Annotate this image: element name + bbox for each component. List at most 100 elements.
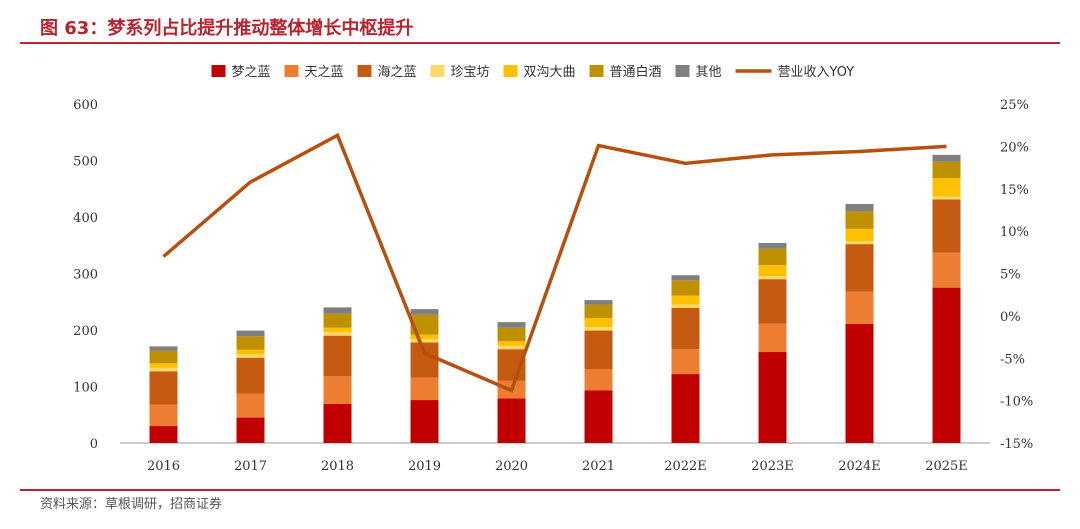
y-axis-left: 0 100 200 300 400 500 600 xyxy=(73,98,98,452)
title-rule xyxy=(20,42,1060,44)
bar-2017-series-5 xyxy=(236,349,265,355)
bar-2022e-series-1 xyxy=(671,374,700,443)
x-axis: 2016 2017 2018 2019 2020 2021 2022E 2023E 2024E 2… xyxy=(147,459,968,474)
bar-2018-series-6 xyxy=(323,313,352,328)
bar-2025e-series-2 xyxy=(932,252,961,288)
bar-2020-series-5 xyxy=(497,341,526,346)
bar-2019-series-7 xyxy=(410,309,439,315)
bar-2016-series-5 xyxy=(149,363,178,368)
bar-2017-series-6 xyxy=(236,336,265,350)
x-tick-2023e: 2023E xyxy=(751,459,794,474)
x-tick-2021: 2021 xyxy=(582,459,615,474)
bars xyxy=(149,154,961,443)
bar-2018-series-7 xyxy=(323,307,352,314)
bar-2020-series-6 xyxy=(497,327,526,342)
bar-2024e-series-7 xyxy=(845,204,874,212)
x-tick-2020: 2020 xyxy=(495,459,528,474)
y-tick-200: 200 xyxy=(73,324,98,339)
legend: 梦之蓝 天之蓝 海之蓝 珍宝坊 双沟大曲 普通白酒 其他 营业收入YOY xyxy=(211,64,854,80)
bar-2019-series-3 xyxy=(410,342,439,378)
footer-rule xyxy=(20,489,1060,491)
y-tick-400: 400 xyxy=(73,211,98,226)
y2-tick-25: 25% xyxy=(1000,98,1029,113)
yoy-line xyxy=(162,132,947,393)
y2-tick-5: -5% xyxy=(1000,352,1025,367)
legend-item-2-swatch xyxy=(284,65,299,77)
bar-2020-series-7 xyxy=(497,322,526,328)
figure-title: 图 63：梦系列占比提升推动整体增长中枢提升 xyxy=(40,18,414,39)
bar-2021-series-3 xyxy=(584,330,613,369)
x-tick-2016: 2016 xyxy=(147,459,180,474)
y2-tick-15: 15% xyxy=(1000,183,1029,198)
legend-item-1-swatch xyxy=(211,65,226,77)
yoy-line-group xyxy=(162,132,947,393)
bar-2016-series-4 xyxy=(149,367,178,372)
bar-2018-series-3 xyxy=(323,335,352,377)
x-tick-2022e: 2022E xyxy=(664,459,707,474)
bar-2018-series-4 xyxy=(323,332,352,336)
y2-tick-0: 0% xyxy=(1000,310,1021,325)
bar-2018-series-2 xyxy=(323,376,352,405)
bar-2023e-series-5 xyxy=(758,265,787,277)
y2-tick-10: 10% xyxy=(1000,225,1029,240)
y2-tick-15: -15% xyxy=(1000,437,1033,452)
bar-2019-series-4 xyxy=(410,339,439,343)
bar-2025e-series-3 xyxy=(932,199,961,253)
bar-2019-series-2 xyxy=(410,377,439,401)
bar-2023e-series-3 xyxy=(758,279,787,324)
y2-tick-10: -10% xyxy=(1000,395,1033,410)
bar-2023e-series-1 xyxy=(758,352,787,443)
bar-2021-series-6 xyxy=(584,304,613,319)
legend-item-1-label: 梦之蓝 xyxy=(232,65,271,80)
bar-2022e-series-2 xyxy=(671,349,700,375)
x-tick-2019: 2019 xyxy=(408,459,441,474)
bar-2021-series-5 xyxy=(584,318,613,328)
x-tick-2017: 2017 xyxy=(234,459,267,474)
legend-item-7-label: 其他 xyxy=(696,65,722,80)
x-tick-2024e: 2024E xyxy=(838,459,881,474)
legend-item-3-label: 海之蓝 xyxy=(378,65,417,80)
y2-tick-5: 5% xyxy=(1000,268,1021,283)
bar-2017-series-4 xyxy=(236,354,265,358)
y-tick-300: 300 xyxy=(73,268,98,283)
y-tick-600: 600 xyxy=(73,98,98,113)
bar-2022e-series-4 xyxy=(671,304,700,308)
bar-2024e-series-1 xyxy=(845,323,874,443)
legend-item-2-label: 天之蓝 xyxy=(305,65,344,80)
bar-2025e-series-4 xyxy=(932,196,961,200)
source-note: 资料来源：草根调研，招商证券 xyxy=(40,497,223,512)
legend-item-3-swatch xyxy=(357,65,372,77)
y-tick-0: 0 xyxy=(90,437,98,452)
bar-2016-series-3 xyxy=(149,371,178,405)
legend-item-4-label: 珍宝坊 xyxy=(451,65,490,80)
legend-item-4-swatch xyxy=(430,65,445,77)
bar-2024e-series-3 xyxy=(845,244,874,292)
legend-item-6-label: 普通白酒 xyxy=(610,64,662,80)
bar-2022e-series-7 xyxy=(671,275,700,281)
bar-2024e-series-6 xyxy=(845,211,874,229)
y-tick-500: 500 xyxy=(73,155,98,170)
bar-2017-series-7 xyxy=(236,330,265,337)
bar-2024e-series-4 xyxy=(845,241,874,245)
bar-2019-series-5 xyxy=(410,334,439,340)
bar-2021-series-1 xyxy=(584,390,613,443)
bar-2025e-series-6 xyxy=(932,161,961,179)
legend-item-5-swatch xyxy=(503,65,518,77)
bar-2020-series-4 xyxy=(497,345,526,350)
bar-2023e-series-7 xyxy=(758,242,787,249)
bar-2025e-series-1 xyxy=(932,287,961,443)
bar-2024e-series-5 xyxy=(845,228,874,242)
bar-2021-series-4 xyxy=(584,327,613,331)
bar-2018-series-5 xyxy=(323,327,352,333)
bar-2020-series-1 xyxy=(497,398,526,443)
bar-2025e-series-5 xyxy=(932,178,961,197)
bar-2016-series-1 xyxy=(149,426,178,443)
bar-2023e-series-4 xyxy=(758,276,787,280)
bar-2017-series-3 xyxy=(236,357,265,394)
x-tick-2025e: 2025E xyxy=(925,459,968,474)
bar-2022e-series-3 xyxy=(671,307,700,350)
bar-2022e-series-6 xyxy=(671,280,700,296)
y-tick-100: 100 xyxy=(73,381,98,396)
bar-2017-series-2 xyxy=(236,393,265,418)
